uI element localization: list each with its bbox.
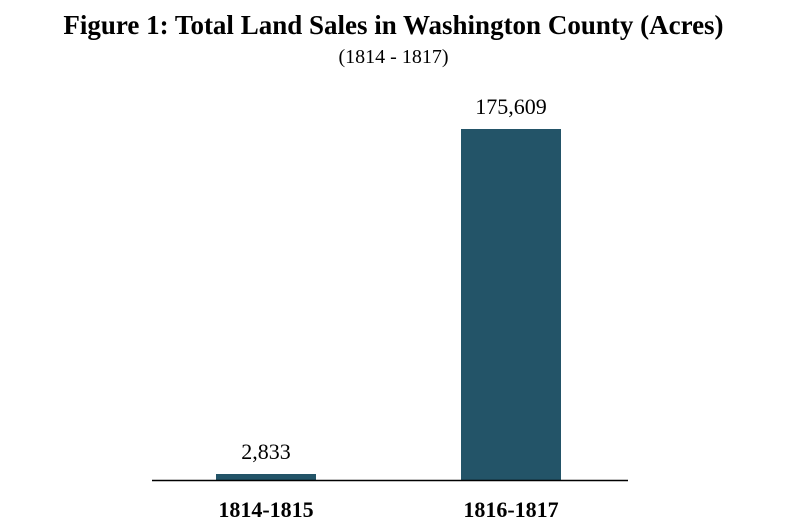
- value-labels-group: 2,833 175,609: [241, 94, 547, 464]
- bars-group: [216, 129, 561, 480]
- chart-title: Figure 1: Total Land Sales in Washington…: [63, 10, 724, 40]
- value-label-1814-1815: 2,833: [241, 439, 291, 464]
- x-tick-label-1814-1815: 1814-1815: [218, 497, 313, 522]
- x-tick-label-1816-1817: 1816-1817: [463, 497, 558, 522]
- value-label-1816-1817: 175,609: [475, 94, 547, 119]
- bar-1814-1815: [216, 474, 316, 480]
- x-tick-labels-group: 1814-1815 1816-1817: [218, 497, 558, 522]
- chart-subtitle: (1814 - 1817): [338, 46, 449, 68]
- bar-1816-1817: [461, 129, 561, 480]
